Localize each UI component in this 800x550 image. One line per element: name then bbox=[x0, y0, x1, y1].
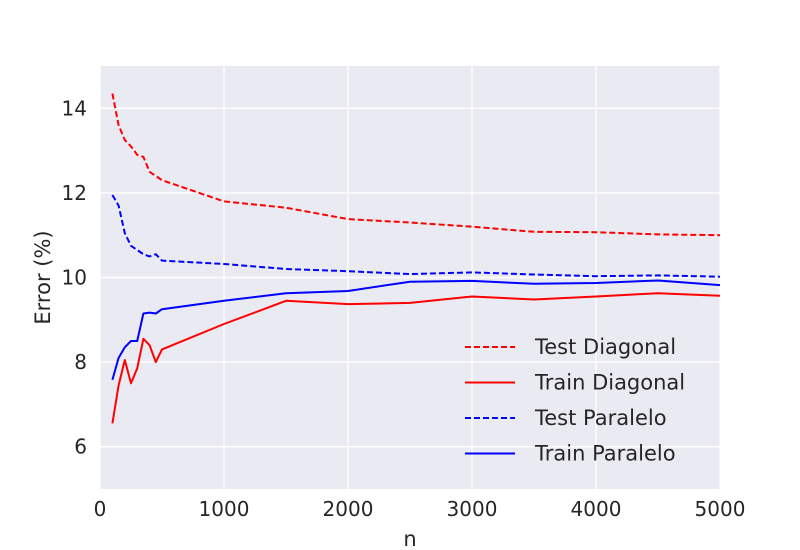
x-tick-label: 0 bbox=[94, 497, 107, 521]
series-line-train-paralelo bbox=[111, 279, 721, 381]
legend-label: Train Diagonal bbox=[534, 371, 685, 395]
series-lines bbox=[111, 93, 721, 424]
x-axis-ticks: 0 1000 2000 3000 4000 5000 bbox=[94, 497, 746, 521]
x-tick-label: 2000 bbox=[323, 497, 374, 521]
y-axis-label: Error (%) bbox=[31, 230, 55, 324]
y-tick-label: 14 bbox=[62, 96, 87, 120]
y-tick-label: 8 bbox=[74, 350, 87, 374]
y-tick-label: 10 bbox=[62, 266, 87, 290]
x-tick-label: 1000 bbox=[199, 497, 250, 521]
x-tick-label: 5000 bbox=[695, 497, 746, 521]
series-line-test-paralelo bbox=[111, 194, 721, 278]
x-axis-label: n bbox=[403, 527, 416, 550]
legend: Test Diagonal Train Diagonal Test Paralelo… bbox=[465, 335, 685, 466]
legend-label: Train Paralelo bbox=[534, 442, 676, 466]
grid bbox=[99, 66, 721, 489]
series-line-test-diagonal bbox=[111, 93, 721, 237]
y-tick-label: 12 bbox=[62, 181, 87, 205]
series-line-train-diagonal bbox=[111, 292, 721, 424]
x-tick-label: 4000 bbox=[571, 497, 622, 521]
legend-label: Test Paralelo bbox=[534, 406, 667, 430]
x-tick-label: 3000 bbox=[447, 497, 498, 521]
y-axis-ticks: 6 8 10 12 14 bbox=[62, 96, 87, 458]
legend-label: Test Diagonal bbox=[534, 335, 676, 359]
y-tick-label: 6 bbox=[74, 435, 87, 459]
